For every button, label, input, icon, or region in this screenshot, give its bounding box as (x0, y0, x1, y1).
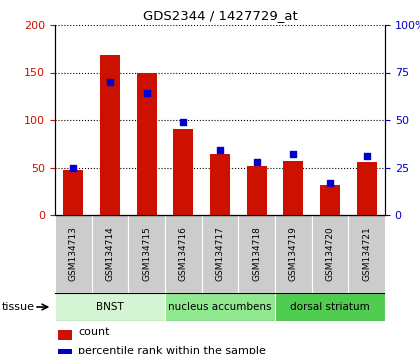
Point (253, 159, 260, 165)
Bar (55, 293, 165, 321)
Bar (165, 215, 202, 293)
Point (180, 119, 187, 125)
Point (363, 153, 370, 159)
Text: GSM134721: GSM134721 (362, 227, 371, 281)
Text: GSM134714: GSM134714 (105, 227, 115, 281)
Bar (165, 293, 275, 321)
Bar (58, 330, 71, 340)
Point (327, 180, 333, 185)
Text: GSM134715: GSM134715 (142, 227, 151, 281)
Point (143, 91, 150, 96)
Text: dorsal striatum: dorsal striatum (290, 302, 370, 312)
Text: GSM134720: GSM134720 (326, 227, 334, 281)
Bar (55, 215, 92, 293)
Point (290, 152, 297, 157)
Text: count: count (78, 327, 110, 337)
Text: GSM134717: GSM134717 (215, 227, 225, 281)
Point (70, 165, 77, 170)
Bar (312, 215, 348, 293)
Bar (210, 154, 230, 215)
Text: tissue: tissue (2, 302, 35, 312)
Bar (63, 170, 84, 215)
Title: GDS2344 / 1427729_at: GDS2344 / 1427729_at (143, 10, 297, 22)
Bar (202, 215, 238, 293)
Bar (357, 162, 377, 215)
Bar (92, 215, 129, 293)
Bar (58, 349, 71, 354)
Bar (129, 215, 165, 293)
Text: GSM134716: GSM134716 (179, 227, 188, 281)
Bar (136, 73, 157, 215)
Bar (320, 184, 340, 215)
Bar (348, 215, 385, 293)
Text: nucleus accumbens: nucleus accumbens (168, 302, 272, 312)
Bar (275, 215, 312, 293)
Text: percentile rank within the sample: percentile rank within the sample (78, 346, 266, 354)
Bar (283, 161, 303, 215)
Point (107, 79, 113, 85)
Bar (238, 215, 275, 293)
Bar (275, 293, 385, 321)
Bar (247, 166, 267, 215)
Bar (100, 55, 120, 215)
Bar (173, 129, 194, 215)
Text: GSM134719: GSM134719 (289, 227, 298, 281)
Text: GSM134713: GSM134713 (69, 227, 78, 281)
Text: BNST: BNST (96, 302, 124, 312)
Point (217, 148, 223, 153)
Text: GSM134718: GSM134718 (252, 227, 261, 281)
